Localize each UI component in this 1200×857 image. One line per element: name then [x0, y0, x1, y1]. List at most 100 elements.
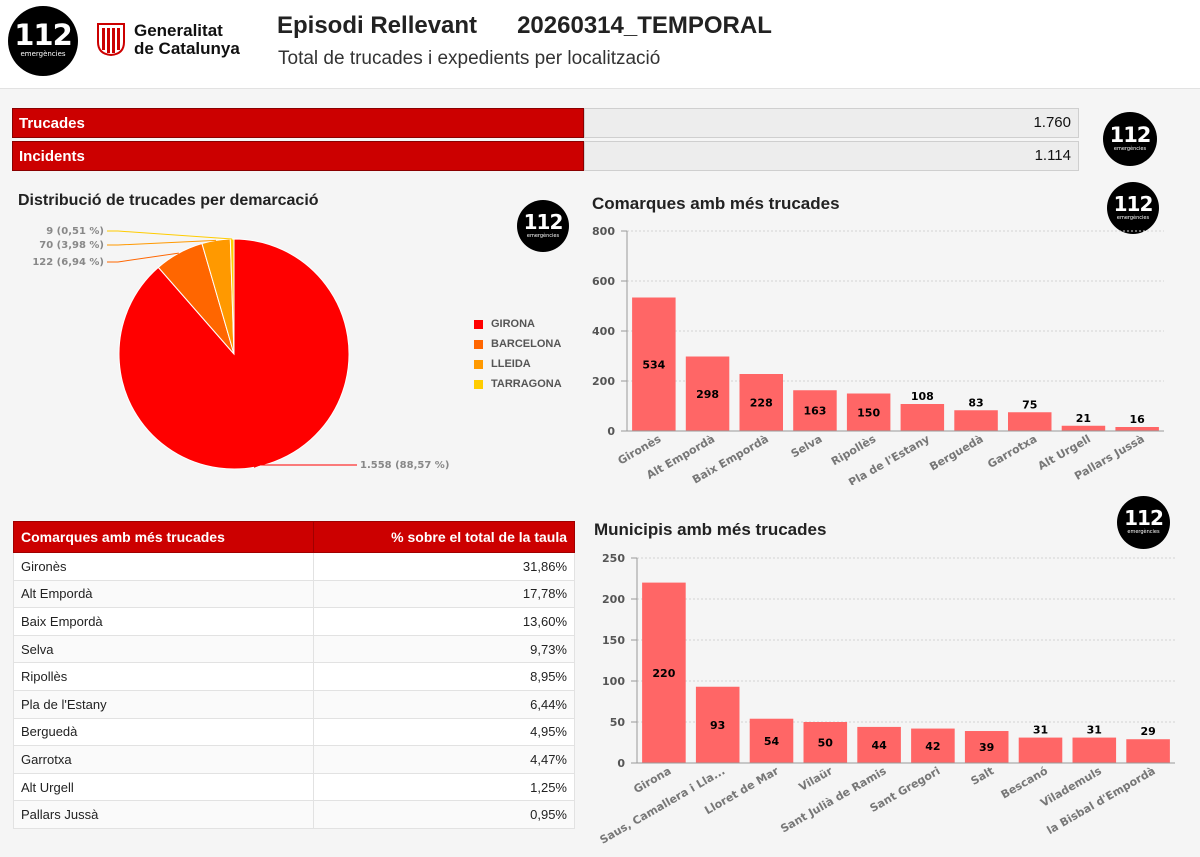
table-row: Gironès 31,86% — [13, 552, 576, 581]
kpi-label: Trucades — [12, 108, 584, 138]
bar[interactable] — [857, 726, 901, 763]
bar[interactable] — [1115, 427, 1159, 431]
page-title: Episodi Rellevant 20260314_TEMPORAL — [277, 12, 772, 40]
bar-value-label: 220 — [652, 667, 675, 680]
bar[interactable] — [954, 410, 998, 431]
kpi-row-incidents: Incidents 1.114 — [12, 141, 1079, 171]
bar-value-label: 150 — [857, 406, 880, 419]
table-cell-comarca: Ripollès — [13, 662, 314, 691]
bar[interactable] — [964, 731, 1009, 763]
emergency-112-logo: 112 emergències — [517, 200, 569, 252]
table-row: Berguedà 4,95% — [13, 717, 576, 747]
table-header-row: Comarques amb més trucades % sobre el to… — [13, 521, 576, 553]
pie-label-girona: 1.558 (88,57 %) — [360, 460, 449, 471]
pie-chart: 1.558 (88,57 %) 122 (6,94 %) 70 (3,98 %) 9 … — [32, 226, 449, 471]
bar[interactable] — [1018, 737, 1063, 763]
bar-value-label: 75 — [1022, 398, 1037, 411]
emergency-112-logo: 112 emergències — [8, 6, 78, 76]
legend-swatch — [474, 339, 483, 349]
table-row: Baix Empordà 13,60% — [13, 607, 576, 636]
legend-swatch — [474, 319, 483, 329]
bar-value-label: 163 — [803, 405, 826, 418]
pie-chart-title: Distribució de trucades per demarcació — [18, 192, 319, 209]
logo-subtitle: emergències — [1127, 529, 1160, 535]
generalitat-logo-icon — [97, 23, 125, 56]
kpi-value: 1.114 — [584, 141, 1079, 171]
table-row: Alt Urgell 1,25% — [13, 772, 576, 802]
bar-value-label: 83 — [968, 396, 983, 409]
legend-item-lleida[interactable]: LLEIDA — [474, 358, 562, 378]
logo-subtitle: emergències — [1113, 146, 1147, 152]
bar-value-label: 44 — [871, 739, 887, 752]
bar-value-label: 298 — [696, 388, 719, 401]
y-tick-label: 0 — [617, 757, 625, 770]
bar[interactable] — [1008, 412, 1052, 431]
logo-subtitle: emergències — [526, 233, 560, 239]
organization-name: Generalitat de Catalunya — [134, 22, 240, 58]
table-cell-percent: 1,25% — [312, 772, 576, 802]
x-tick-label: Salt — [969, 764, 997, 787]
bar[interactable] — [1072, 737, 1117, 763]
table-row: Selva 9,73% — [13, 634, 576, 664]
bar-value-label: 39 — [979, 741, 994, 754]
table-cell-comarca: Gironès — [13, 552, 314, 581]
episode-code: 20260314_TEMPORAL — [517, 12, 772, 39]
bar[interactable] — [685, 356, 730, 432]
bar[interactable] — [900, 404, 945, 431]
logo-number: 112 — [523, 210, 564, 234]
table-cell-comarca: Garrotxa — [13, 745, 314, 774]
bar[interactable] — [695, 686, 740, 763]
bar[interactable] — [632, 297, 676, 432]
legend-swatch — [474, 359, 483, 369]
table-cell-comarca: Pla de l'Estany — [13, 689, 314, 719]
municipis-chart-title: Municipis amb més trucades — [594, 520, 827, 539]
y-tick-label: 800 — [592, 225, 615, 238]
legend-label: TARRAGONA — [491, 378, 562, 390]
comarques-chart-title: Comarques amb més trucades — [592, 194, 840, 213]
bar-value-label: 93 — [710, 719, 725, 732]
pie-label-tarragona: 9 (0,51 %) — [46, 226, 104, 237]
bar[interactable] — [1061, 425, 1106, 431]
logo-subtitle: emergències — [1116, 215, 1150, 221]
bar[interactable] — [793, 390, 837, 431]
bar[interactable] — [1126, 739, 1170, 763]
legend-label: GIRONA — [491, 318, 535, 330]
table-cell-percent: 4,47% — [312, 745, 576, 774]
x-tick-label: Garrotxa — [985, 432, 1039, 471]
pie-slice-girona[interactable] — [118, 238, 350, 470]
bar-value-label: 31 — [1087, 724, 1102, 737]
y-tick-label: 0 — [607, 425, 615, 438]
bar[interactable] — [749, 718, 794, 763]
legend-label: LLEIDA — [491, 358, 531, 370]
logo-number: 112 — [1113, 192, 1154, 216]
pie-leader-line — [107, 252, 179, 263]
table-cell-comarca: Selva — [13, 634, 314, 664]
legend-item-girona[interactable]: GIRONA — [474, 318, 562, 338]
x-tick-label: Selva — [789, 432, 825, 460]
bar[interactable] — [803, 722, 848, 763]
legend-item-tarragona[interactable]: TARRAGONA — [474, 378, 562, 398]
bar[interactable] — [642, 582, 686, 763]
kpi-value: 1.760 — [584, 108, 1079, 138]
bar-value-label: 29 — [1140, 725, 1155, 738]
table-cell-comarca: Pallars Jussà — [13, 800, 314, 829]
legend-swatch — [474, 379, 483, 389]
bar[interactable] — [911, 728, 955, 763]
legend-item-barcelona[interactable]: BARCELONA — [474, 338, 562, 358]
y-tick-label: 100 — [602, 675, 625, 688]
logo-number: 112 — [14, 18, 73, 52]
table-cell-comarca: Baix Empordà — [13, 607, 314, 636]
y-tick-label: 400 — [592, 325, 615, 338]
bar[interactable] — [739, 374, 783, 431]
table-cell-percent: 17,78% — [312, 579, 576, 609]
legend-label: BARCELONA — [491, 338, 562, 350]
table-cell-comarca: Alt Empordà — [13, 579, 314, 609]
logo-subtitle: emergències — [20, 50, 66, 58]
y-tick-label: 150 — [602, 634, 625, 647]
bar-value-label: 31 — [1033, 724, 1048, 737]
pie-leader-line — [253, 464, 357, 468]
y-tick-label: 50 — [610, 716, 626, 729]
bar[interactable] — [846, 393, 891, 432]
